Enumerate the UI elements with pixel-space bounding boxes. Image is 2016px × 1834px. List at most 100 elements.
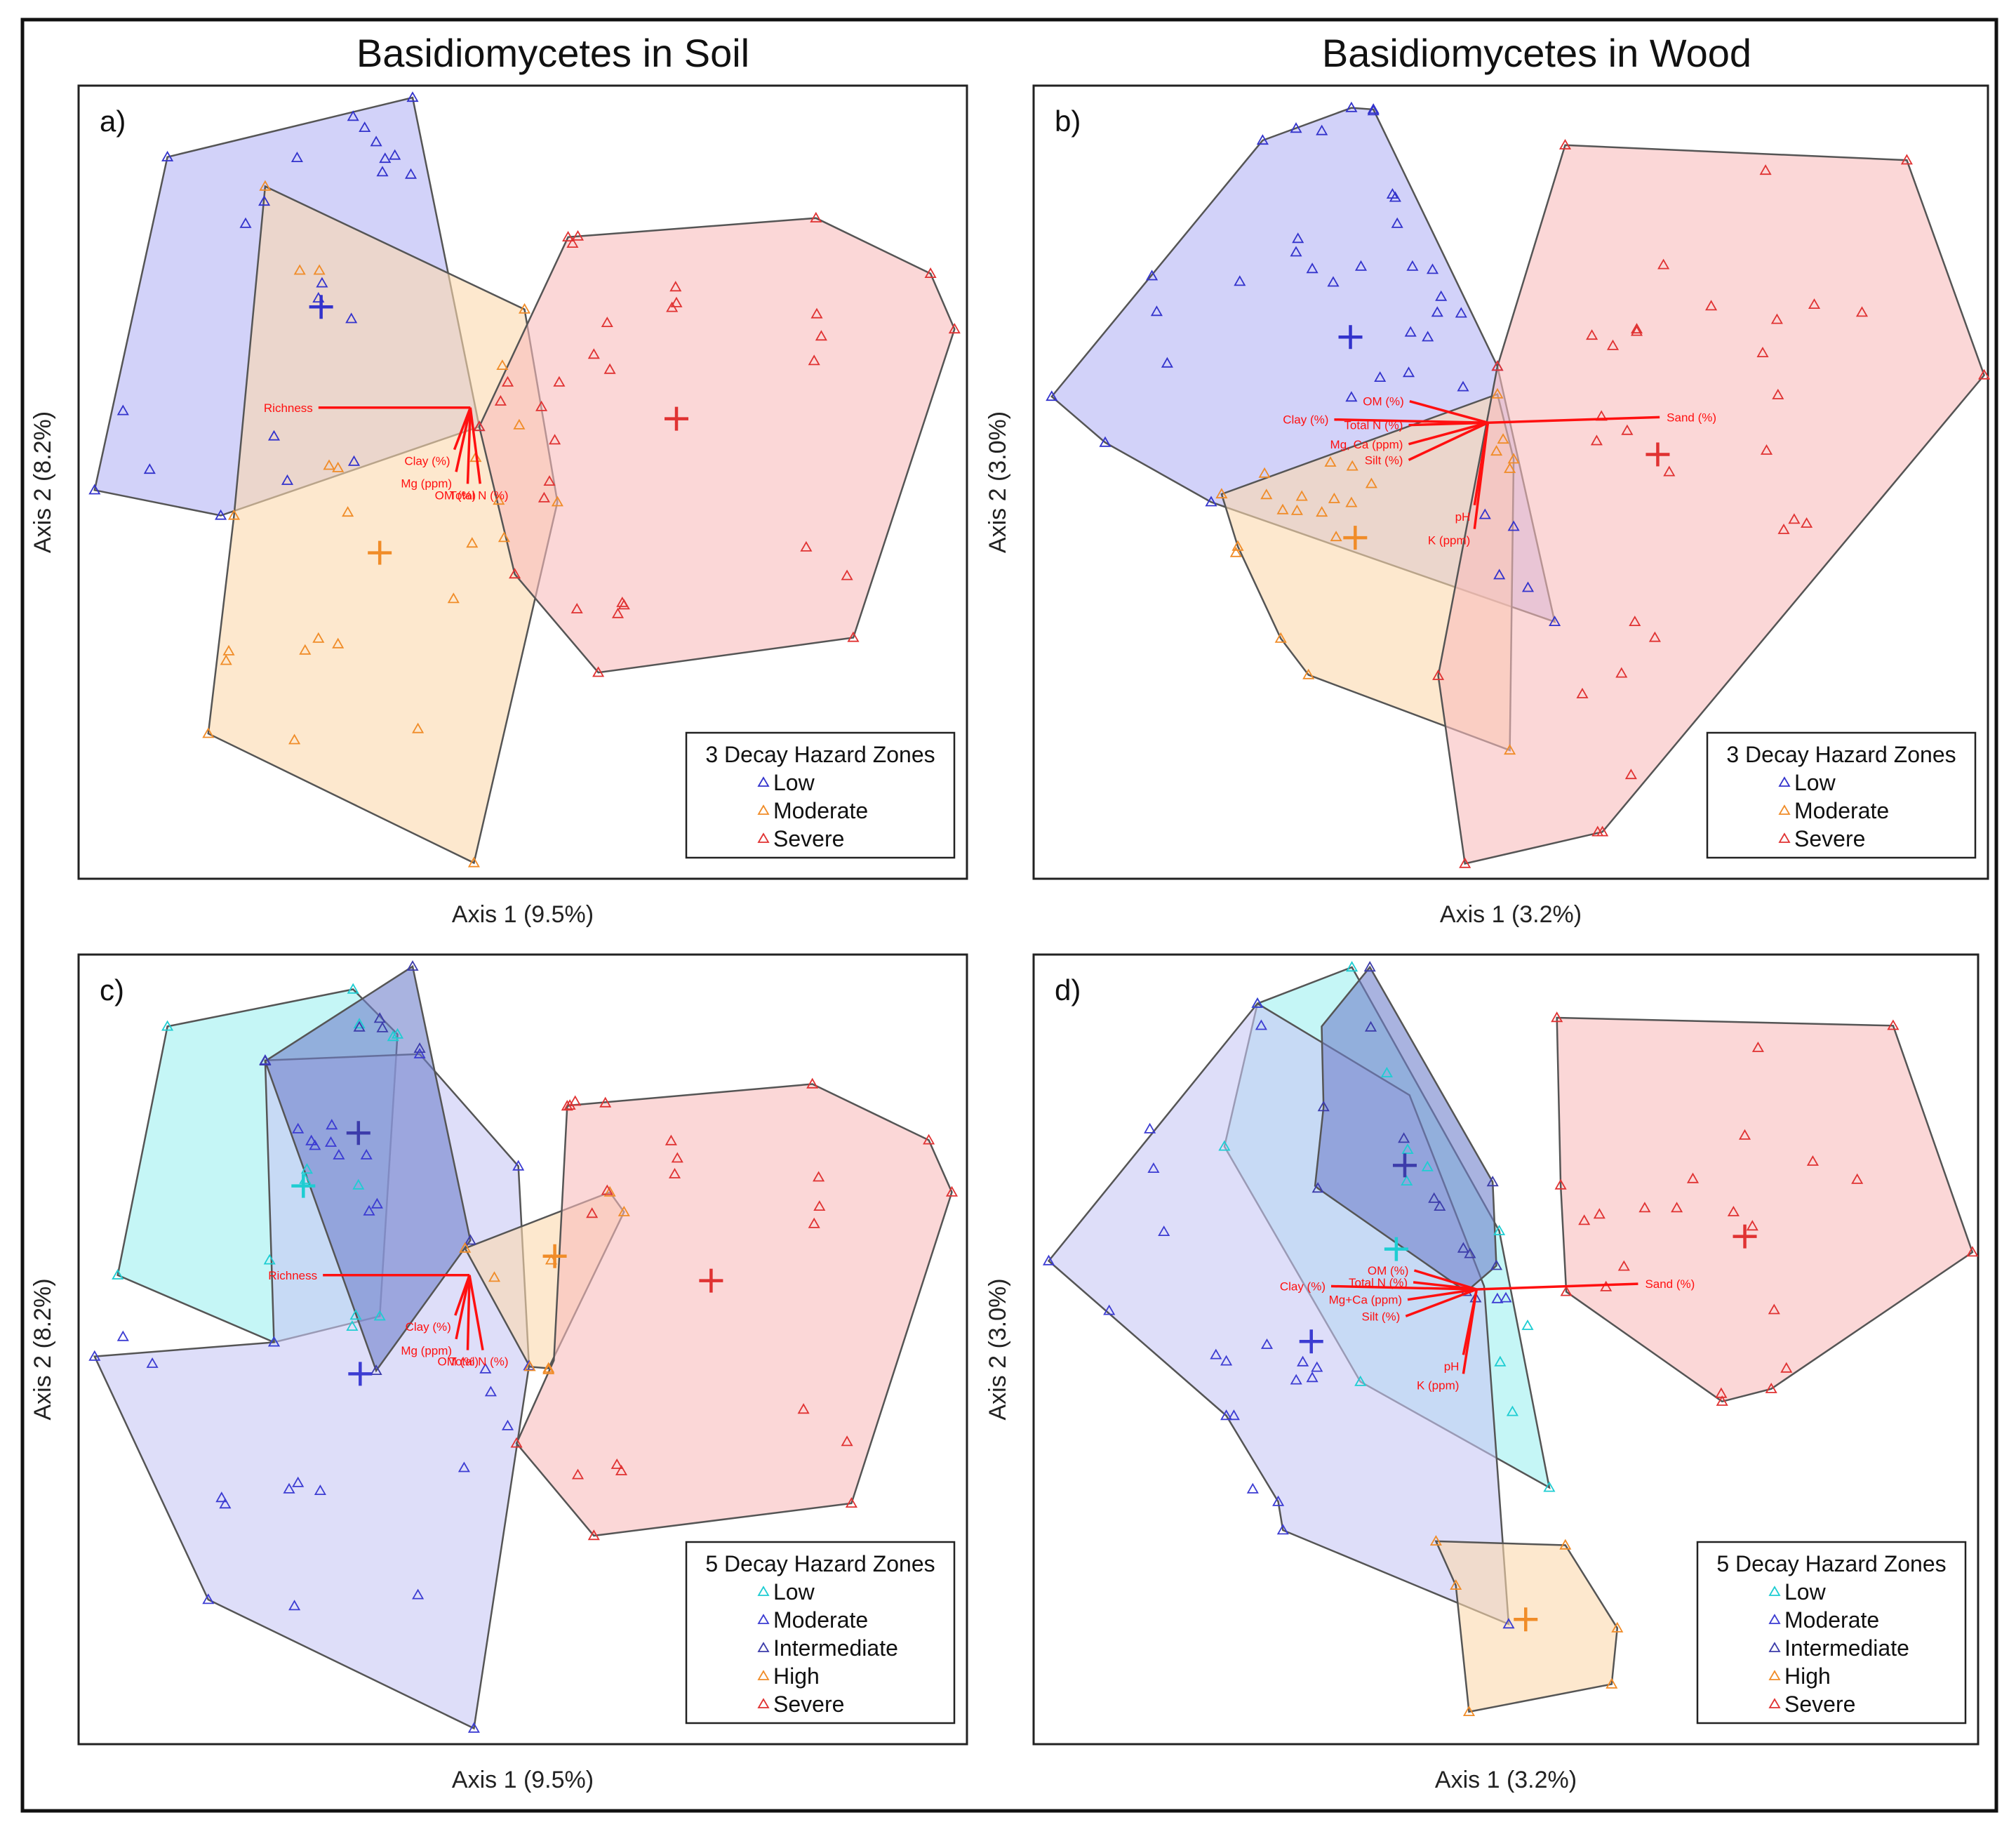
x-axis-label: Axis 1 (3.2%) [1435, 1767, 1577, 1793]
legend: 3 Decay Hazard Zones Low Moderate Severe [685, 731, 956, 859]
data-point [610, 1458, 623, 1469]
data-point [1324, 456, 1337, 467]
centroid-low [309, 295, 333, 319]
data-point [259, 180, 272, 191]
column-title-soil: Basidiomycetes in Soil [356, 31, 749, 75]
legend-label-moderate: Moderate [773, 798, 868, 823]
legend-marker-intermediate [757, 1642, 770, 1652]
vector-line [1407, 1288, 1477, 1301]
points-moderate [202, 180, 563, 868]
vector-line [1405, 1288, 1477, 1317]
data-point [1491, 1292, 1504, 1303]
data-point [808, 354, 820, 366]
data-point [484, 1386, 497, 1397]
panel-label: d) [1055, 974, 1081, 1006]
data-point [1457, 380, 1469, 392]
data-point [668, 1167, 681, 1178]
data-point [458, 1461, 470, 1473]
data-point [370, 1364, 382, 1375]
data-point [847, 631, 860, 642]
data-point [1256, 134, 1269, 145]
data-point [1144, 1122, 1156, 1134]
data-point [291, 151, 303, 163]
vector-line [1488, 416, 1660, 424]
data-point [1738, 1129, 1751, 1140]
data-point [220, 654, 232, 665]
data-point [1491, 360, 1504, 371]
data-point [1502, 1618, 1515, 1629]
centroid-severe [1733, 1224, 1757, 1249]
data-point [1887, 1019, 1900, 1030]
x-axis-label: Axis 1 (3.2%) [1440, 901, 1582, 928]
data-point [219, 1498, 232, 1509]
environment-vectors: Sand (%)OM (%)Total N (%)Clay (%)Mg+Ca (… [1280, 1264, 1695, 1392]
data-point [1756, 346, 1769, 358]
data-point [1276, 1524, 1289, 1535]
data-point [1855, 306, 1869, 317]
data-point [923, 1134, 935, 1145]
vector-label: Total N (%) [449, 489, 508, 502]
data-point [1421, 1160, 1434, 1171]
data-point [267, 430, 281, 441]
data-point [1705, 300, 1718, 311]
x-axis-label: Axis 1 (9.5%) [452, 1767, 594, 1793]
data-point [373, 1310, 386, 1321]
vector-label: pH [1455, 510, 1471, 524]
y-axis-label: Axis 2 (3.0%) [984, 411, 1011, 553]
points-low [112, 983, 404, 1347]
data-point [88, 484, 101, 495]
data-point [1611, 1621, 1624, 1633]
vector-label: Silt (%) [1365, 453, 1403, 467]
data-point [376, 166, 389, 177]
legend-marker-high [757, 1670, 770, 1680]
data-point [1260, 1338, 1274, 1349]
data-point [523, 1360, 536, 1371]
data-point [1600, 1280, 1613, 1291]
centroid-high [1514, 1607, 1538, 1632]
centroid-moderate [368, 540, 392, 565]
data-point [116, 1330, 129, 1341]
data-point [1648, 631, 1661, 642]
points-intermediate [259, 960, 476, 1375]
data-point [467, 1722, 480, 1733]
data-point [202, 1593, 215, 1604]
legend-label-low: Low [773, 1579, 815, 1604]
data-point [1274, 632, 1287, 643]
panel-b: b) Sand (%) OM (%) Total N (%) Clay (%)Mg, C… [984, 84, 1991, 928]
data-point [412, 1588, 425, 1600]
vector-line [1408, 421, 1489, 461]
data-point [1759, 164, 1772, 175]
points-low [1218, 961, 1556, 1492]
data-point [1215, 488, 1228, 499]
data-point [479, 1362, 492, 1374]
data-point [312, 632, 325, 643]
data-point [1560, 1285, 1573, 1296]
data-point [841, 1435, 853, 1447]
data-point [808, 1217, 820, 1228]
data-point [512, 1159, 525, 1171]
data-point [1292, 232, 1304, 244]
data-point [1432, 669, 1445, 680]
data-point [1354, 260, 1368, 271]
data-point [1404, 326, 1417, 337]
data-point [413, 1047, 426, 1058]
vector-line [1409, 400, 1488, 424]
data-point [488, 1271, 501, 1282]
data-point [1624, 769, 1637, 780]
vector-label: Sand (%) [1645, 1277, 1695, 1291]
legend-frame [685, 1541, 956, 1725]
data-point [1290, 1374, 1302, 1385]
hull-severe [1437, 144, 1986, 865]
legend-marker-intermediate [1768, 1642, 1781, 1652]
data-point [841, 569, 853, 580]
data-point [1671, 1202, 1683, 1213]
data-point [1434, 1200, 1446, 1211]
legend-label-high: High [773, 1663, 820, 1689]
vector-line [1330, 1284, 1477, 1291]
points-moderate [1215, 387, 1520, 755]
data-point [494, 394, 507, 406]
data-point [1506, 1405, 1518, 1416]
vector-label: Clay (%) [1280, 1280, 1326, 1294]
data-point [815, 330, 827, 341]
